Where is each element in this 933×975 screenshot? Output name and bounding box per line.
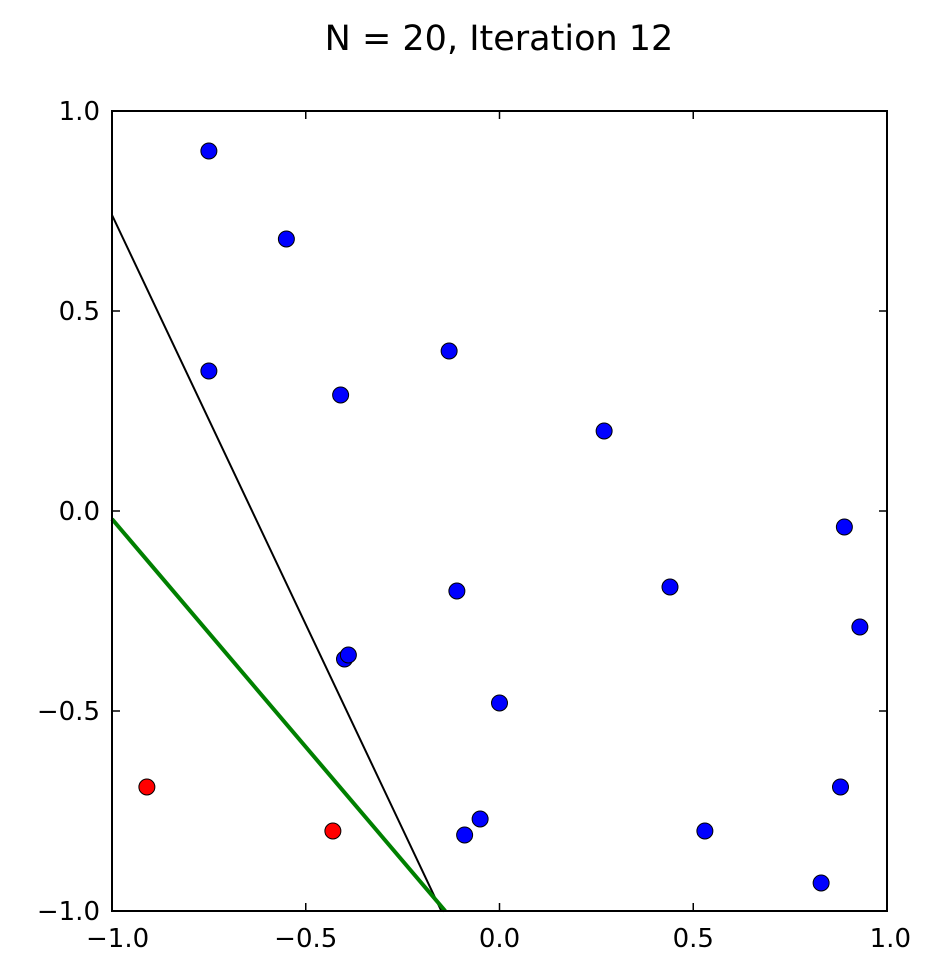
data-point-1-17 <box>696 822 714 840</box>
x-tick-label: 0.0 <box>479 924 520 954</box>
plot-points <box>138 142 869 892</box>
data-point-1-4 <box>332 386 350 404</box>
data-point-1-7 <box>835 518 853 536</box>
x-tick-label: 1.0 <box>870 924 911 954</box>
y-tick-label: −1.0 <box>37 897 100 927</box>
x-tick-label: −0.5 <box>274 924 337 954</box>
data-point-1-14 <box>832 778 849 796</box>
data-point-1-1 <box>200 142 218 160</box>
boundary-line-2 <box>110 517 447 913</box>
x-tick-label: −1.0 <box>86 924 149 954</box>
axis-tick-labels: −1.0 −0.5 0.0 0.5 1.0 −1.0 −0.5 0.0 0.5 1.0 <box>37 97 911 954</box>
plot-lines <box>110 214 447 913</box>
data-point-1-6 <box>595 422 613 440</box>
x-tick-label: 0.5 <box>673 924 714 954</box>
y-tick-label: 0.0 <box>59 497 100 527</box>
data-point-1-8 <box>448 582 466 600</box>
data-point-2-2 <box>324 822 342 840</box>
data-point-2-1 <box>138 778 156 796</box>
data-point-1-10 <box>851 618 869 636</box>
y-tick-label: 1.0 <box>59 97 100 127</box>
y-tick-label: 0.5 <box>59 297 100 327</box>
boundary-line-1 <box>111 214 443 912</box>
data-point-1-16 <box>456 826 474 844</box>
chart-title: N = 20, Iteration 12 <box>325 19 674 59</box>
data-point-1-5 <box>440 342 458 360</box>
plot-frame <box>111 110 888 912</box>
data-point-1-18 <box>812 874 830 892</box>
data-point-1-3 <box>200 362 218 380</box>
y-tick-label: −0.5 <box>37 697 100 727</box>
data-point-1-12 <box>339 646 357 664</box>
data-point-1-9 <box>661 578 679 596</box>
data-point-1-2 <box>277 230 295 248</box>
data-point-1-13 <box>491 694 508 712</box>
axis-ticks <box>111 110 888 912</box>
data-point-1-15 <box>471 810 489 828</box>
